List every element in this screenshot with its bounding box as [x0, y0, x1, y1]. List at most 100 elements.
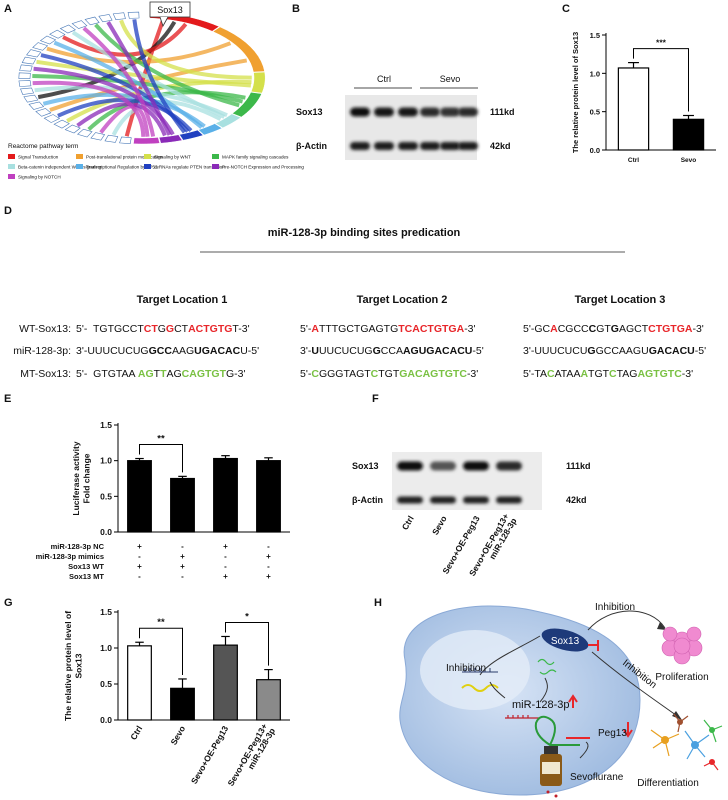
- sequence-part: GT: [596, 323, 611, 335]
- y-axis-label: The relative protein level ofSox13: [63, 611, 84, 721]
- blot-band: [440, 142, 460, 150]
- significance-label: **: [157, 434, 165, 445]
- bar: [256, 679, 281, 721]
- blot-band: [458, 107, 478, 117]
- ribbon: [82, 26, 156, 137]
- proliferation-icon: [661, 626, 703, 665]
- ribbon: [53, 40, 203, 129]
- legend-label: Beta-catenin independent WNT signaling: [18, 165, 102, 170]
- bar: [127, 645, 152, 721]
- blot-band: [463, 461, 489, 471]
- gene-box: [112, 12, 126, 20]
- sequence-part: -3': [682, 368, 693, 380]
- sequence-part: -3': [692, 323, 703, 335]
- arrow: [587, 610, 666, 631]
- sequence-part: U-5': [240, 345, 259, 357]
- arrow: [479, 635, 541, 676]
- y-tick-label: 0.5: [100, 679, 112, 689]
- blot-band: [374, 107, 394, 117]
- sequence-part: 5'- TGTGCCT: [76, 323, 144, 335]
- condition-sign: +: [266, 552, 271, 561]
- gene-box: [21, 56, 37, 65]
- sequence: 3'-UUUCUCUGGCCAAGUGACACU-5': [76, 345, 259, 357]
- label: Sevoflurane: [570, 772, 624, 783]
- blot-band: [458, 142, 478, 150]
- sequence-part: ATAA: [555, 368, 581, 380]
- lane-label: Sevo: [430, 514, 449, 537]
- down-arrow: [623, 722, 633, 738]
- ribbon: [87, 90, 246, 131]
- sequence-part: GACAGTGTC: [399, 368, 467, 380]
- sequence-part: AGCT: [619, 323, 649, 335]
- drug-bottle: [540, 746, 562, 798]
- gene-box: [64, 124, 81, 134]
- condition-sign: +: [180, 552, 185, 561]
- label: Sox13: [551, 636, 580, 647]
- significance-bracket: [139, 444, 183, 473]
- row-label: MT-Sox13:: [20, 368, 71, 380]
- pathway-arc: [197, 123, 223, 136]
- sequence-part: AGTGTC: [637, 368, 682, 380]
- sequence-part: CTGTGA: [648, 323, 693, 335]
- size-label: 42kd: [566, 495, 587, 505]
- sequence-part: 5'-: [300, 323, 312, 335]
- callout-box: [149, 1, 191, 18]
- condition-label: Sox13 WT: [68, 562, 104, 571]
- legend-label: MAPK family signaling cascades: [222, 155, 289, 160]
- y-axis-label-line: Luciferase activity: [71, 441, 81, 515]
- blot-band: [397, 461, 423, 471]
- sequence-part: TGT: [378, 368, 400, 380]
- condition-sign: +: [137, 542, 142, 551]
- panel-label: B: [292, 3, 300, 15]
- sequence-part: GACACU: [649, 345, 695, 357]
- condition-label: miR-128-3p NC: [51, 542, 105, 551]
- y-axis-label-line: Sox13: [73, 653, 83, 678]
- sequence-part: ACTGTG: [188, 323, 232, 335]
- legend-label: Signaling by NOTCH: [18, 175, 61, 180]
- sequence-part: G-3': [226, 368, 246, 380]
- bar: [127, 460, 152, 533]
- group-label: Ctrl: [377, 74, 391, 84]
- gene-box: [90, 132, 106, 141]
- y-tick-label: 1.5: [100, 420, 112, 430]
- condition-sign: -: [224, 552, 227, 561]
- sequence-part: G: [587, 345, 595, 357]
- x-tick-label: Ctrl: [128, 724, 144, 742]
- sequence-part: UGACAC: [194, 345, 240, 357]
- y-axis-label: Luciferase activityFold change: [71, 441, 92, 515]
- gene-box: [23, 94, 39, 103]
- condition-sign: +: [223, 542, 228, 551]
- sequence-part: 5'-: [300, 368, 312, 380]
- location-title: Target Location 2: [357, 294, 448, 306]
- arrow: [489, 681, 506, 699]
- panel-label: E: [4, 393, 11, 405]
- x-tick-label: Ctrl: [628, 157, 639, 164]
- legend-swatch: [144, 154, 151, 159]
- sequence-part: GCC: [149, 345, 173, 357]
- binding-title: miR-128-3p binding sites predication: [268, 227, 461, 239]
- sequence-part: G: [166, 323, 174, 335]
- western-blot: Ctrl Sevo Sox13 111kd β-Actin 42kd: [296, 74, 515, 160]
- legend-swatch: [144, 164, 151, 169]
- blot-band: [430, 461, 456, 471]
- y-axis-label-line: Fold change: [81, 453, 91, 503]
- sequence-part: T-3': [232, 323, 249, 335]
- legend-swatch: [212, 164, 219, 169]
- sequence-part: AAG: [172, 345, 194, 357]
- gene-box: [84, 16, 100, 26]
- legend-title: Reactome pathway term: [8, 143, 78, 150]
- sequence-part: TGT: [588, 368, 610, 380]
- y-tick-label: 0.0: [100, 715, 112, 725]
- gene-box: [49, 29, 66, 39]
- gene-box: [18, 80, 32, 87]
- protein-label: Sox13: [352, 461, 379, 471]
- sequence: 5'- TGTGCCTCTGGCTACTGTGT-3': [76, 323, 250, 335]
- protein-label: β-Actin: [296, 141, 327, 151]
- condition-sign: -: [224, 562, 227, 571]
- gene-box: [53, 119, 70, 129]
- y-axis-label-line: The relative protein level of: [63, 611, 73, 721]
- sequence-part: AGUGACACU: [403, 345, 472, 357]
- blot-band: [350, 107, 370, 117]
